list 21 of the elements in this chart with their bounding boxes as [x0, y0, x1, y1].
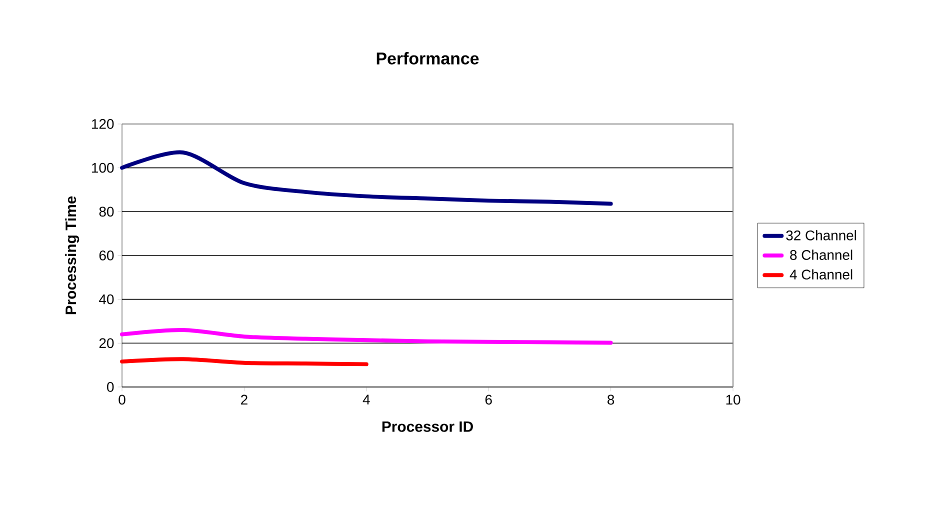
line-series [120, 150, 613, 206]
x-tick-label: 8 [608, 394, 614, 405]
x-tick-label: 2 [241, 394, 248, 404]
y-tick-label: 20 [99, 338, 114, 348]
x-tick-label: 4 [362, 394, 370, 404]
legend-label: 4 Channel [790, 269, 852, 280]
x-tick-label: 0 [118, 394, 126, 405]
legend-label: 32 Channel [786, 230, 856, 240]
chart-title: Performance [376, 52, 479, 64]
x-axis-title: Processor ID [382, 421, 473, 432]
y-tick-label: 40 [99, 294, 114, 304]
y-tick-label: 120 [92, 119, 114, 129]
legend-label: 8 Channel [790, 250, 852, 260]
y-tick-label: 0 [107, 382, 114, 392]
y-tick-label: 100 [92, 162, 114, 173]
y-tick-label: 80 [99, 206, 114, 217]
x-tick-label: 6 [485, 394, 492, 405]
y-axis-title: Processing Time [65, 196, 80, 314]
line-series [120, 328, 613, 345]
y-tick-label: 60 [99, 250, 114, 260]
x-tick-label: 10 [726, 394, 740, 405]
